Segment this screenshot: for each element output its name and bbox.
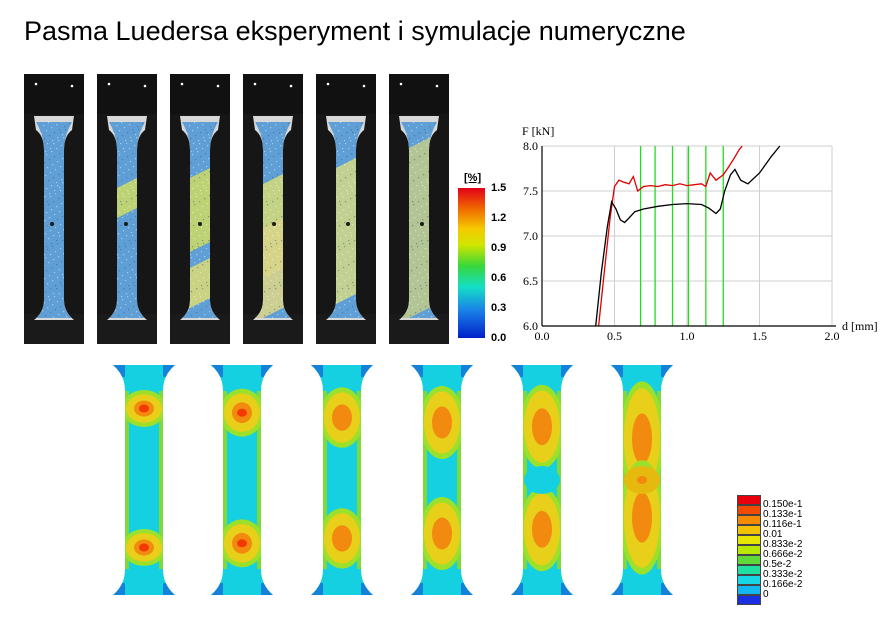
scale-tick: 0.9 bbox=[491, 242, 507, 254]
simulation-specimen-3 bbox=[311, 365, 373, 595]
legend-label: 0.5e-2 bbox=[763, 559, 792, 570]
legend-swatch bbox=[737, 505, 761, 515]
scale-tick: 0.6 bbox=[491, 272, 507, 284]
y-tick-label: 8.0 bbox=[523, 139, 538, 153]
chart-axes: 6.0 6.5 7.0 7.5 8.0 0.0 0.5 1.0 1.5 2.0 bbox=[523, 139, 840, 342]
experiment-photo-3 bbox=[170, 74, 230, 344]
simulation-specimen-1 bbox=[113, 365, 175, 595]
legend-label: 0.133e-1 bbox=[763, 509, 803, 520]
y-tick-label: 6.5 bbox=[523, 274, 538, 288]
y-tick-label: 6.0 bbox=[523, 319, 538, 333]
legend-swatch bbox=[737, 555, 761, 565]
legend-swatch bbox=[737, 545, 761, 555]
page-title: Pasma Luedersa eksperyment i symulacje n… bbox=[24, 16, 686, 46]
chart-series bbox=[595, 145, 781, 327]
scale-tick: 0.0 bbox=[491, 332, 507, 344]
x-tick-label: 1.0 bbox=[680, 329, 695, 342]
experiment-photo-6 bbox=[389, 74, 449, 344]
y-tick-label: 7.5 bbox=[523, 184, 538, 198]
x-tick-label: 0.5 bbox=[607, 329, 622, 342]
simulation-specimen-2 bbox=[211, 365, 273, 595]
scale-gradient-bar bbox=[458, 188, 485, 338]
legend-swatch bbox=[737, 515, 761, 525]
legend-label: 0.666e-2 bbox=[763, 549, 803, 560]
experiment-photo-1 bbox=[24, 74, 84, 344]
x-tick-label: 2.0 bbox=[825, 329, 840, 342]
legend-swatch bbox=[737, 535, 761, 545]
legend-label: 0.150e-1 bbox=[763, 499, 803, 510]
experiment-photo-4 bbox=[243, 74, 303, 344]
series-line-1 bbox=[597, 145, 743, 327]
scale-tick: 1.2 bbox=[491, 212, 507, 224]
scale-tick: 0.3 bbox=[491, 302, 507, 314]
x-tick-label: 1.5 bbox=[752, 329, 767, 342]
x-axis-label: d [mm] bbox=[842, 319, 878, 333]
legend-label: 0 bbox=[763, 589, 769, 600]
legend-label: 0.01 bbox=[763, 529, 783, 540]
legend-label: 0.116e-1 bbox=[763, 519, 802, 530]
x-tick-label: 0.0 bbox=[535, 329, 550, 342]
legend-swatch bbox=[737, 595, 761, 605]
scale-tick: 1.5 bbox=[491, 182, 507, 194]
legend-label: 0.166e-2 bbox=[763, 579, 803, 590]
legend-label: 0.833e-2 bbox=[763, 539, 803, 550]
chart-vertical-markers bbox=[639, 146, 724, 326]
legend-swatch bbox=[737, 575, 761, 585]
force-displacement-chart: 6.0 6.5 7.0 7.5 8.0 0.0 0.5 1.0 1.5 2.0 F [kN] d … bbox=[522, 124, 878, 342]
y-tick-label: 7.0 bbox=[523, 229, 538, 243]
legend-swatch bbox=[737, 495, 761, 505]
legend-label: 0.333e-2 bbox=[763, 569, 803, 580]
legend-swatch bbox=[737, 585, 761, 595]
y-axis-label: F [kN] bbox=[522, 124, 554, 138]
legend-swatch bbox=[737, 565, 761, 575]
experiment-photo-2 bbox=[97, 74, 157, 344]
legend-swatch bbox=[737, 525, 761, 535]
simulation-specimen-5 bbox=[511, 365, 573, 595]
scale-unit-label: [%] bbox=[464, 172, 482, 184]
simulation-specimen-6 bbox=[611, 365, 673, 595]
simulation-specimen-4 bbox=[411, 365, 473, 595]
experiment-photo-5 bbox=[316, 74, 376, 344]
series-line-2 bbox=[595, 145, 781, 327]
chart-grid bbox=[541, 145, 833, 327]
